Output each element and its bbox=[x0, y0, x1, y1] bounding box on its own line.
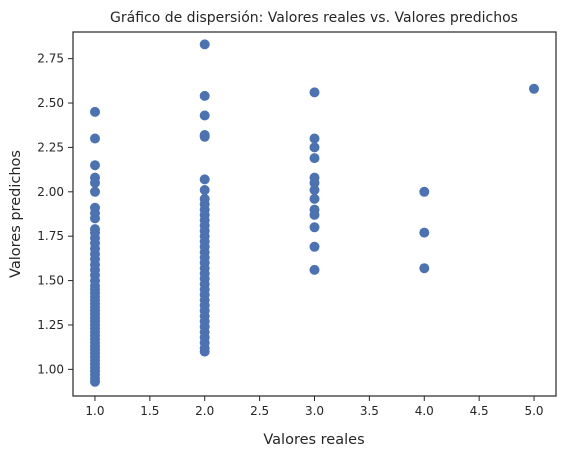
data-point bbox=[90, 172, 100, 183]
x-tick-label: 1.0 bbox=[85, 404, 104, 418]
data-point bbox=[309, 264, 320, 275]
data-point bbox=[199, 185, 210, 195]
data-point bbox=[90, 202, 100, 213]
data-point bbox=[90, 224, 100, 235]
data-point bbox=[309, 172, 320, 183]
data-point bbox=[199, 130, 210, 140]
x-tick-label: 4.0 bbox=[415, 404, 434, 418]
y-tick-label: 2.75 bbox=[37, 52, 64, 66]
data-point bbox=[309, 133, 320, 144]
chart-title: Gráfico de dispersión: Valores reales vs… bbox=[110, 10, 518, 26]
data-point bbox=[419, 186, 430, 197]
data-point bbox=[309, 185, 320, 195]
data-point bbox=[309, 87, 320, 98]
x-tick-label: 3.5 bbox=[360, 404, 379, 418]
data-point bbox=[309, 142, 320, 153]
data-point bbox=[199, 110, 210, 121]
data-point bbox=[199, 193, 210, 204]
x-tick-label: 4.5 bbox=[470, 404, 489, 418]
data-point bbox=[309, 222, 320, 233]
x-tick-label: 1.5 bbox=[140, 404, 159, 418]
data-point bbox=[309, 193, 320, 204]
data-point bbox=[529, 83, 539, 94]
y-tick-label: 1.50 bbox=[37, 274, 64, 288]
data-point bbox=[199, 174, 210, 185]
data-point bbox=[90, 186, 100, 197]
data-points bbox=[90, 39, 539, 387]
y-tick-label: 1.25 bbox=[37, 318, 64, 332]
data-point bbox=[309, 204, 320, 215]
y-axis-ticks: 1.00 1.25 1.50 1.75 2.00 2.25 2.50 2.75 bbox=[37, 52, 73, 376]
y-tick-label: 1.75 bbox=[37, 229, 64, 243]
data-point bbox=[419, 263, 430, 274]
data-point bbox=[199, 39, 210, 50]
x-tick-label: 3.0 bbox=[305, 404, 324, 418]
data-point bbox=[309, 241, 320, 252]
data-point bbox=[90, 106, 100, 117]
x-tick-label: 2.0 bbox=[195, 404, 214, 418]
y-tick-label: 2.50 bbox=[37, 96, 64, 110]
x-axis-label: Valores reales bbox=[263, 432, 364, 448]
x-axis-ticks: 1.0 1.5 2.0 2.5 3.0 3.5 4.0 4.5 5.0 bbox=[85, 396, 544, 418]
x-tick-label: 5.0 bbox=[524, 404, 543, 418]
y-tick-label: 2.25 bbox=[37, 140, 64, 154]
x-tick-label: 2.5 bbox=[250, 404, 269, 418]
data-point bbox=[309, 153, 320, 164]
y-axis-label: Valores predichos bbox=[8, 150, 24, 278]
data-point bbox=[90, 160, 100, 171]
data-point bbox=[90, 133, 100, 144]
y-tick-label: 2.00 bbox=[37, 185, 64, 199]
data-point bbox=[419, 227, 430, 238]
data-point bbox=[199, 90, 210, 101]
y-tick-label: 1.00 bbox=[37, 362, 64, 376]
